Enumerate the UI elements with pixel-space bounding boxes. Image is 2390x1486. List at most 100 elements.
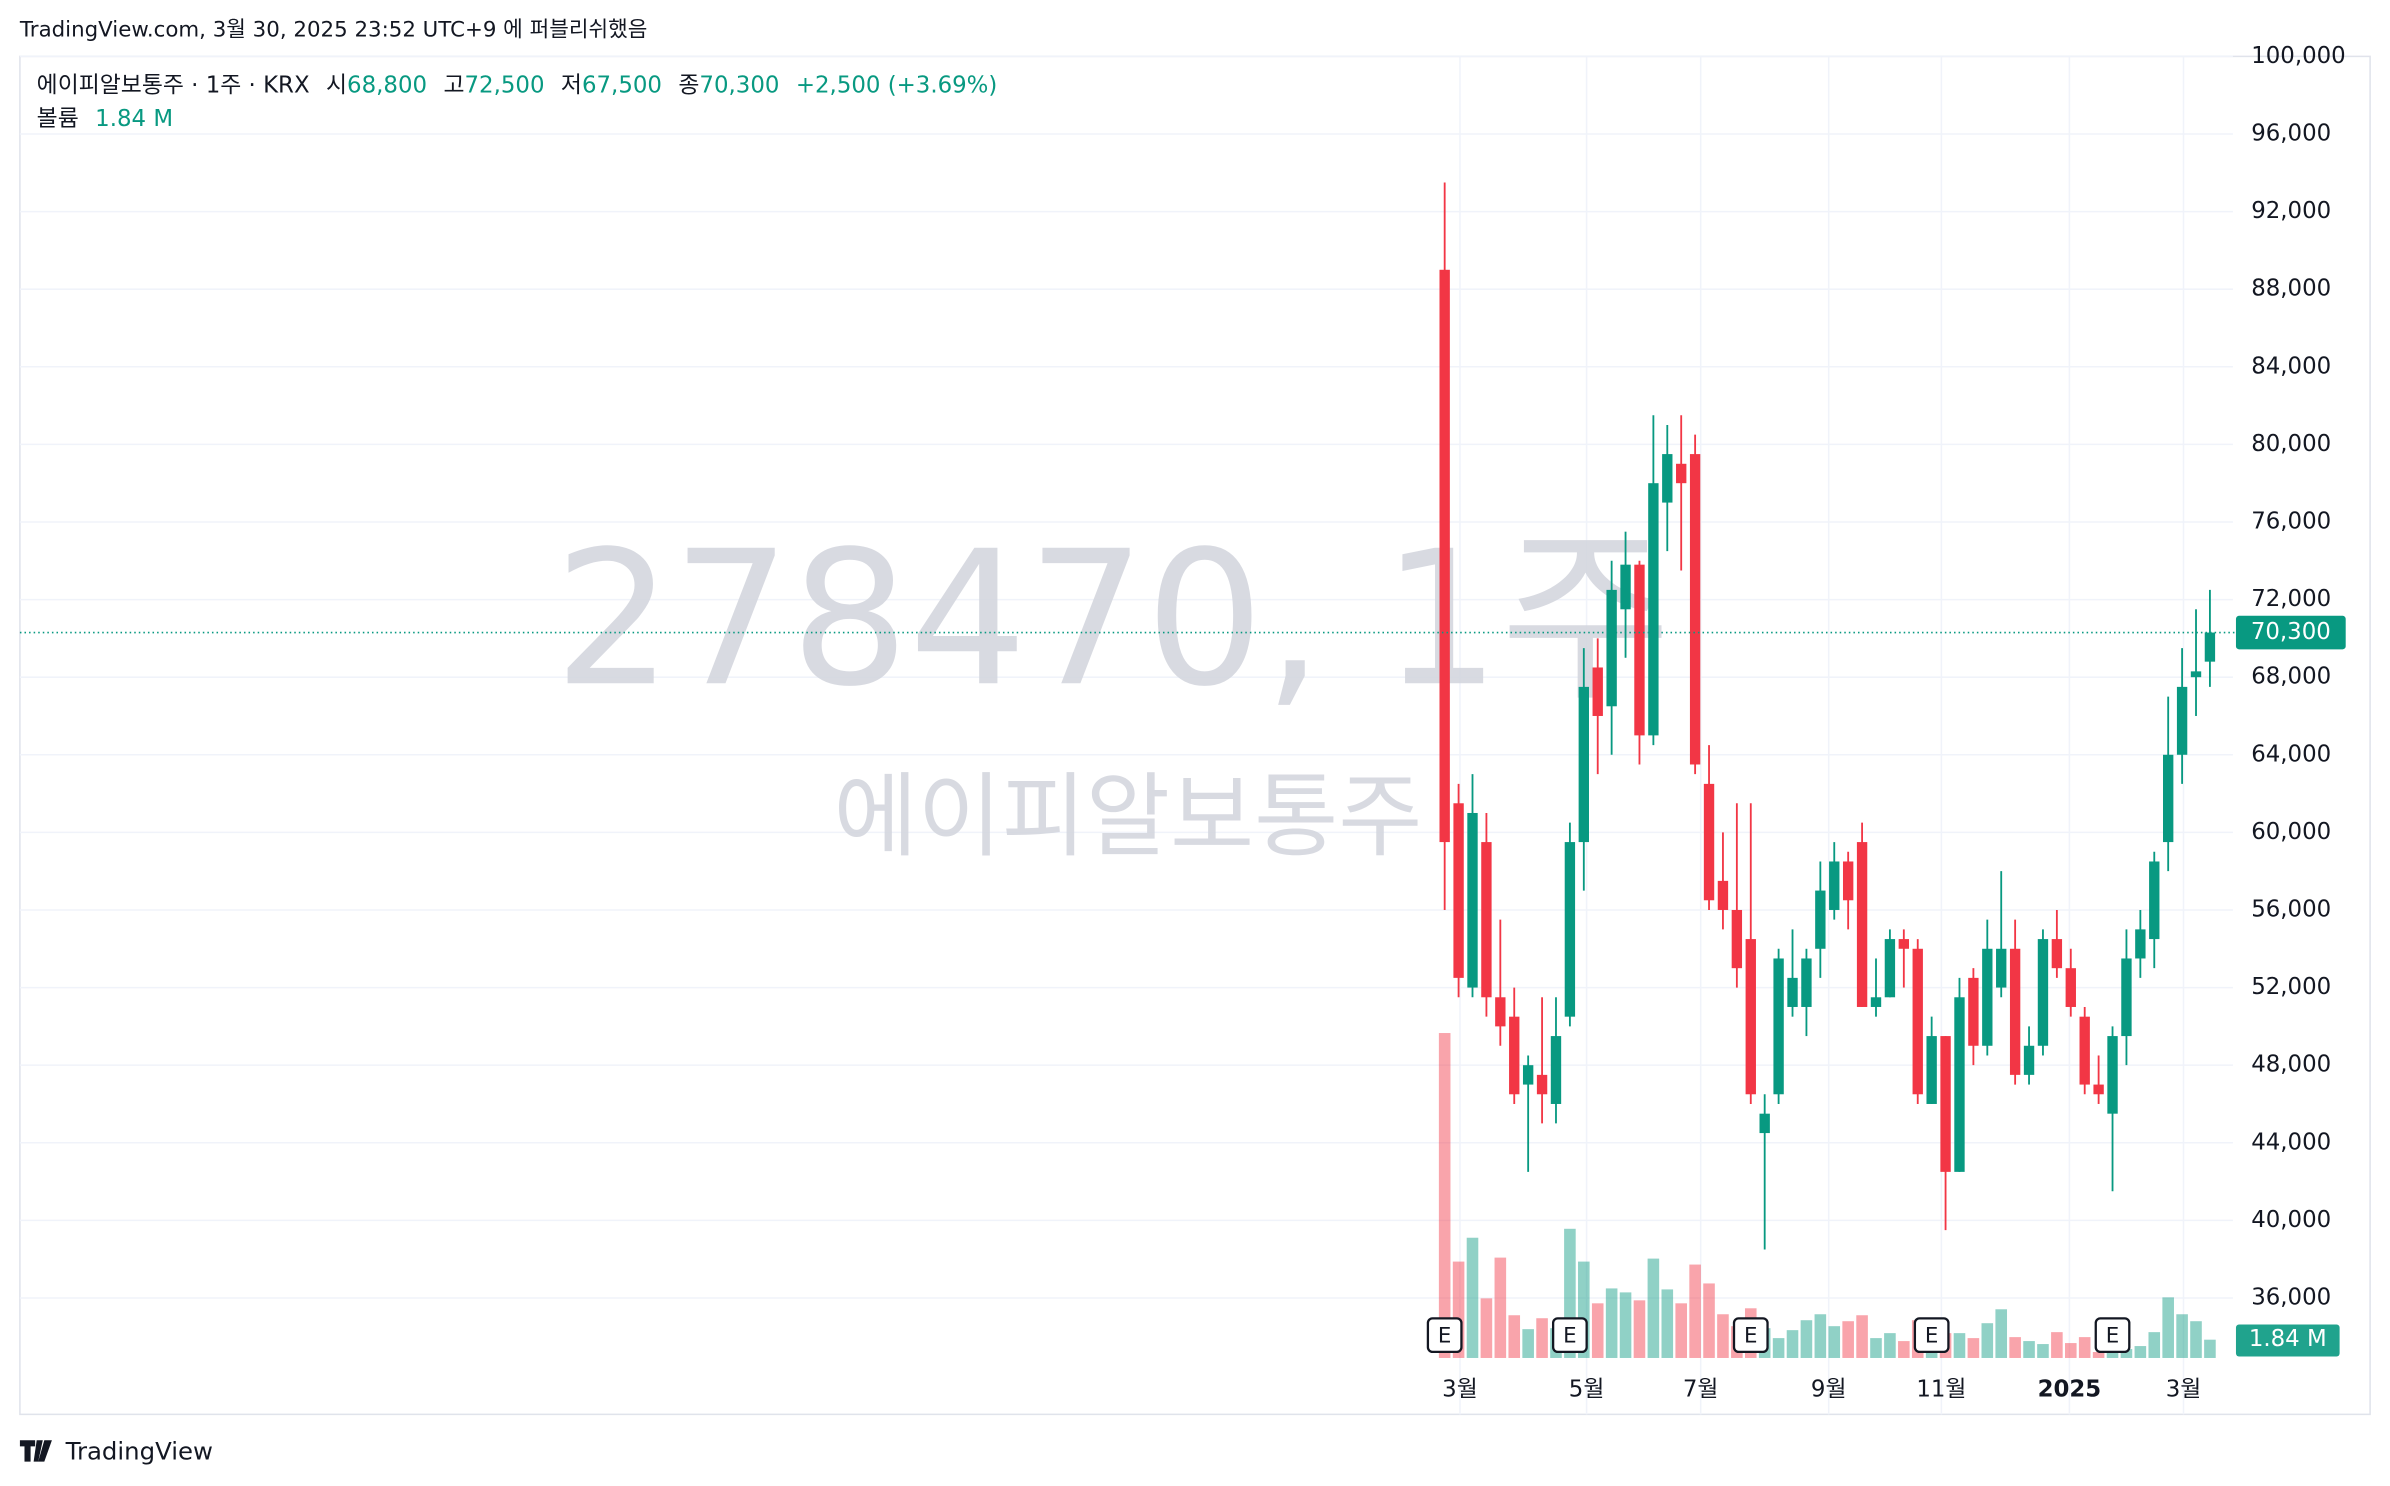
volume-bar <box>1953 1333 1966 1358</box>
candle-body <box>1940 1036 1951 1172</box>
candle-body <box>2009 948 2021 1075</box>
earnings-marker <box>1732 1317 1769 1354</box>
y-tick-label: 76,000 <box>2251 508 2331 534</box>
volume-bar <box>1800 1320 1813 1358</box>
candle-body <box>1926 1036 1937 1104</box>
volume-bar <box>1619 1292 1632 1358</box>
volume-bar <box>2009 1337 2021 1358</box>
earnings-label: E <box>2106 1324 2119 1349</box>
y-tick-label: 68,000 <box>2251 664 2331 690</box>
candle-body <box>2149 861 2160 940</box>
volume-label: 볼륨 <box>37 105 79 131</box>
low-value: 67,500 <box>582 72 662 98</box>
volume-bar <box>2106 1349 2119 1358</box>
y-tick-label: 100,000 <box>2251 43 2346 69</box>
candle-body <box>1662 454 1673 503</box>
candle-body <box>1453 803 1464 978</box>
candle-body <box>2037 939 2049 1046</box>
volume-tag-label: 1.84 M <box>2249 1326 2327 1352</box>
candle-body <box>1481 842 1492 998</box>
volume-bar <box>2120 1349 2133 1358</box>
candle-body <box>2190 671 2202 678</box>
candle-body <box>1495 997 1506 1027</box>
volume-bar <box>1661 1289 1674 1358</box>
candle-body <box>2163 754 2174 843</box>
close-label: 종 <box>678 72 699 98</box>
volume-bar <box>1967 1338 1980 1358</box>
y-tick-label: 92,000 <box>2251 198 2331 224</box>
volume-bar <box>1870 1338 1882 1358</box>
y-tick-label: 64,000 <box>2251 741 2331 767</box>
published-note: TradingView.com, 3월 30, 2025 23:52 UTC+9… <box>19 17 647 42</box>
x-tick-label: 7월 <box>1683 1376 1719 1402</box>
volume-bar <box>1564 1228 1576 1358</box>
candle-body <box>1536 1074 1548 1095</box>
x-tick-label: 2025 <box>2038 1376 2102 1402</box>
candle-body <box>2079 1016 2090 1085</box>
legend-line: 에이피알보통주 · 1주 · KRX 시68,800 고72,500 저67,5… <box>37 72 998 98</box>
candle-body <box>1815 890 1826 949</box>
volume-bar <box>1452 1261 1465 1358</box>
volume-bar <box>1633 1300 1646 1358</box>
candle-body <box>1522 1065 1534 1085</box>
candle-body <box>1996 948 2007 988</box>
candle-body <box>1467 812 1478 988</box>
candle-body <box>2093 1084 2104 1095</box>
candle-body <box>1829 861 1840 910</box>
watermark-symbol: 278470, 1주 <box>554 510 1671 727</box>
candle-body <box>1773 958 1784 1095</box>
candle-body <box>1856 842 1868 1007</box>
y-tick-label: 72,000 <box>2251 586 2331 612</box>
x-tick-label: 9월 <box>1811 1376 1847 1402</box>
candle-body <box>2176 686 2188 755</box>
volume-tag <box>2235 1324 2340 1357</box>
y-tick-label: 84,000 <box>2251 353 2331 379</box>
volume-bar <box>2037 1344 2049 1358</box>
volume-bar <box>1480 1298 1493 1358</box>
candle-body <box>2135 929 2146 959</box>
volume-bar <box>1703 1283 1715 1358</box>
candle-body <box>1564 842 1576 1017</box>
grid: 36,000 40,000 44,000 48,000 52,000 56,000 60,0… <box>19 43 2346 1415</box>
candle-body <box>1689 454 1701 765</box>
volume-bar <box>1438 1033 1451 1358</box>
candle-body <box>2065 968 2076 1007</box>
candle-body <box>1703 783 1715 901</box>
volume-bar <box>2190 1321 2202 1358</box>
volume-bar <box>1591 1303 1604 1358</box>
volume-bar <box>1647 1258 1660 1358</box>
earnings-marker <box>1426 1317 1463 1354</box>
earnings-label: E <box>1563 1324 1576 1349</box>
volume-bar <box>1856 1315 1868 1358</box>
candle-body <box>1439 269 1450 843</box>
candle-body <box>1606 589 1617 707</box>
volume-bar <box>1772 1338 1785 1358</box>
volume-bar <box>2162 1297 2174 1358</box>
open-label: 시 <box>326 72 347 98</box>
y-tick-label: 80,000 <box>2251 431 2331 457</box>
volume-bar <box>1494 1257 1507 1358</box>
candle-body <box>1509 1016 1520 1095</box>
low-label: 저 <box>561 72 582 98</box>
volume-bar <box>2148 1332 2161 1358</box>
y-tick-label: 52,000 <box>2251 974 2331 1000</box>
earnings-marker <box>2094 1317 2131 1354</box>
watermark-name: 에이피알보통주 <box>834 763 1423 870</box>
earnings-label: E <box>1438 1324 1451 1349</box>
footer-logo: TradingView <box>19 1436 213 1465</box>
candle-body <box>2204 632 2216 662</box>
volume-bar <box>1675 1303 1687 1358</box>
y-tick-label: 60,000 <box>2251 819 2331 845</box>
y-tick-label: 36,000 <box>2251 1284 2331 1310</box>
volume-bar <box>1786 1330 1799 1358</box>
candle-body <box>1550 1036 1562 1104</box>
volume-bar <box>1717 1314 1729 1358</box>
candle-body <box>1759 1113 1770 1134</box>
candle-body <box>1884 939 1896 998</box>
x-tick-label: 3월 <box>1442 1376 1478 1402</box>
candle-body <box>1842 861 1854 901</box>
close-value: 70,300 <box>699 72 779 98</box>
earnings-label: E <box>1744 1324 1757 1349</box>
volume-bar <box>1578 1261 1590 1358</box>
